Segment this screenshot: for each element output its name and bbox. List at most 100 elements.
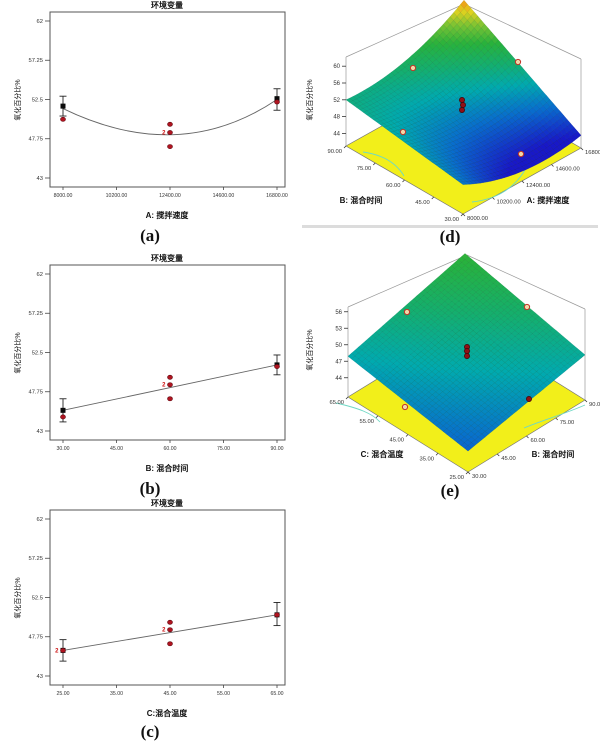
left-axis-tick — [460, 213, 464, 217]
right-axis-tick — [526, 435, 529, 439]
left-axis-tick-label: 65.00 — [329, 400, 344, 406]
chart-title: 环境变量 — [151, 0, 183, 10]
right-axis-tick-label: 16800.00 — [585, 150, 600, 156]
y-tick-label: 43 — [37, 429, 43, 435]
contour-line — [362, 151, 405, 177]
y-axis-label: 氧化百分比% — [13, 332, 22, 373]
y-tick-label: 47.75 — [28, 390, 43, 396]
caption-c: (c) — [140, 722, 160, 741]
design-point-filled — [464, 348, 470, 354]
y-tick-label: 47.75 — [28, 137, 43, 143]
left-axis-tick-label: 25.00 — [449, 475, 464, 481]
caption-e: (e) — [440, 481, 460, 500]
z-tick-label: 52 — [333, 98, 340, 104]
y-tick-label: 43 — [37, 176, 43, 182]
right-axis-tick-label: 45.00 — [501, 456, 516, 462]
right-axis-tick — [521, 180, 525, 184]
left-axis-tick-label: 90.00 — [327, 149, 342, 155]
chart-d-3d-surface-plot: 44 48 52 56 60 氧化百分比% 90.00 75.00 60.00 45.00 30.0… — [305, 0, 600, 223]
z-axis-label: 氧化百分比% — [305, 329, 314, 370]
scan-artifact-divider — [302, 225, 598, 228]
left-axis-tick-label: 35.00 — [419, 456, 434, 462]
right-axis-tick-label: 60.00 — [531, 438, 546, 444]
design-point-open — [409, 64, 417, 72]
chart-c-container: 环境变量 62 57.25 52.5 47.75 43 25.00 35.00 45.00 55.… — [0, 495, 300, 742]
box-top-edge — [347, 254, 586, 310]
caption-a: (a) — [140, 226, 160, 245]
left-axis-tick-label: 75.00 — [357, 166, 372, 172]
y-axis-label: 氧化百分比% — [13, 79, 22, 120]
right-axis-label: A: 搅拌速度 — [527, 195, 571, 205]
mean-point-square — [60, 103, 66, 109]
right-axis-tick — [584, 399, 588, 403]
caption-b: (b) — [139, 479, 161, 498]
y-tick-label: 47.75 — [28, 635, 43, 641]
x-tick-label: 75.00 — [217, 446, 230, 452]
y-axis-label: 氧化百分比% — [13, 577, 22, 618]
mean-point-square — [60, 407, 66, 413]
right-axis-tick — [492, 197, 495, 200]
design-point — [167, 130, 173, 135]
design-point — [60, 647, 66, 653]
z-tick-label: 50 — [335, 343, 342, 349]
design-point-open — [401, 403, 409, 411]
right-axis-tick-label: 8000.00 — [467, 216, 488, 222]
right-axis-tick-label: 90.00 — [589, 402, 600, 408]
design-point — [274, 99, 280, 105]
design-point-filled — [459, 107, 465, 113]
design-point-open — [403, 308, 411, 316]
z-tick-label: 44 — [335, 376, 342, 382]
design-point — [60, 116, 66, 122]
z-axis-label: 氧化百分比% — [305, 79, 314, 120]
left-axis-tick-label: 45.00 — [389, 438, 404, 444]
x-tick-label: 90.00 — [271, 446, 284, 452]
y-tick-label: 57.25 — [28, 58, 43, 64]
surface-quad — [464, 445, 472, 452]
x-tick-label: 45.00 — [110, 446, 123, 452]
x-tick-label: 60.00 — [164, 446, 177, 452]
design-point-filled — [459, 97, 465, 103]
x-tick-label: 10200.00 — [106, 193, 128, 199]
right-axis-tick — [551, 164, 554, 167]
count-label: 2 — [162, 628, 166, 634]
plot-frame — [49, 11, 286, 188]
right-axis-tick — [467, 471, 471, 475]
right-axis-tick — [462, 213, 466, 217]
y-tick-label: 57.25 — [28, 556, 43, 562]
x-tick-label: 65.00 — [271, 691, 284, 697]
design-point — [167, 121, 173, 127]
chart-e-container: 44 47 50 53 56 氧化百分比% 65.00 55.00 45.00 35.00 25.0… — [300, 245, 600, 500]
plot-frame — [49, 264, 286, 441]
left-axis-label: C: 混合温度 — [361, 449, 405, 459]
right-axis-tick-label: 14600.00 — [556, 167, 580, 173]
z-tick-label: 53 — [335, 326, 342, 332]
left-axis-tick-label: 55.00 — [359, 419, 374, 425]
design-point — [167, 641, 173, 647]
left-axis-tick — [431, 196, 435, 200]
design-point — [274, 364, 280, 369]
design-point — [167, 144, 173, 149]
right-axis-label: B: 混合时间 — [532, 449, 575, 459]
surface-quad — [459, 181, 467, 185]
right-axis-tick — [496, 453, 500, 457]
right-axis-tick-label: 75.00 — [560, 420, 575, 426]
z-tick-label: 47 — [335, 359, 342, 365]
left-axis-tick-label: 30.00 — [444, 217, 459, 223]
caption-d: (d) — [439, 227, 461, 246]
chart-title: 环境变量 — [151, 498, 183, 508]
left-axis-tick — [402, 179, 405, 183]
left-axis-tick — [435, 452, 439, 456]
x-tick-label: 35.00 — [110, 691, 123, 697]
right-axis-tick-label: 12400.00 — [526, 183, 550, 189]
design-point-filled — [460, 102, 466, 108]
count-label: 2 — [162, 131, 166, 137]
z-tick-label: 60 — [333, 64, 340, 70]
right-axis-tick — [580, 147, 584, 151]
design-point — [167, 374, 173, 380]
x-tick-label: 16800.00 — [266, 193, 288, 199]
chart-a-container: 环境变量 62 57.25 52.5 47.75 43 8000.00 10200.00 124… — [0, 0, 300, 250]
x-axis-label: C:混合温度 — [147, 708, 188, 718]
count-label: 2 — [55, 648, 59, 654]
left-axis-tick-label: 45.00 — [415, 200, 430, 206]
